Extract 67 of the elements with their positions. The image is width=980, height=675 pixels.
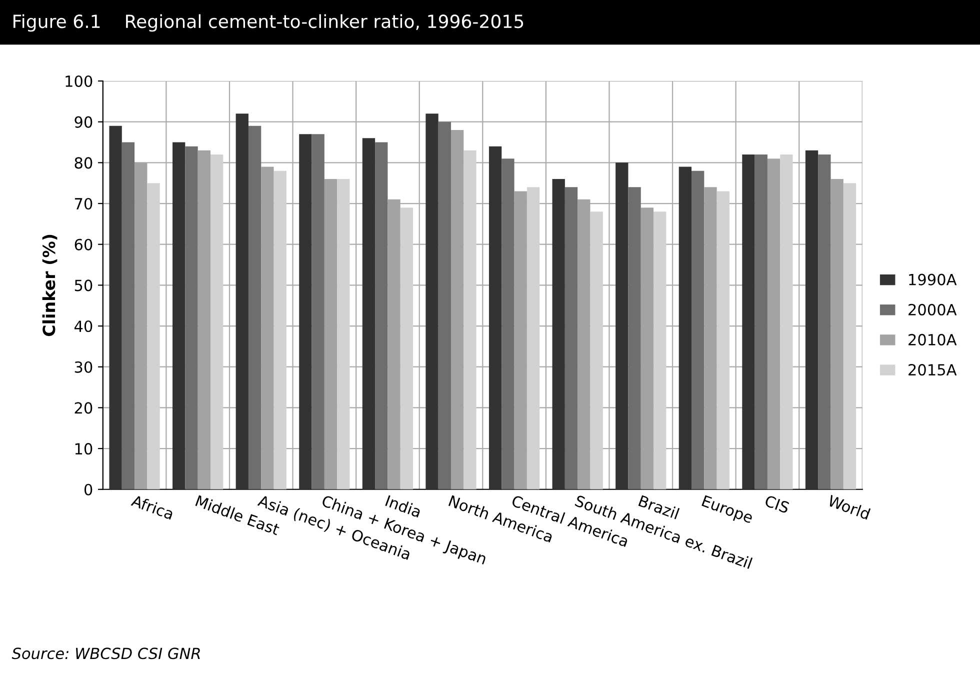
bar [324,179,338,490]
bar [805,150,818,490]
bar [261,166,274,490]
bar [274,170,286,490]
bar [488,146,502,490]
bar [818,154,831,490]
y-tick-label: 10 [75,443,92,455]
bar [502,158,514,490]
bar [552,179,565,490]
y-tick-label: 80 [74,157,92,169]
bar [337,179,350,490]
x-tick-label: CIS [764,494,790,514]
bar [514,191,527,490]
bar [780,154,793,490]
y-tick-label: 20 [74,402,92,414]
bar [172,142,186,490]
bar [742,154,755,490]
source-note: Source: WBCSD CSI GNR [12,648,200,660]
bar [678,166,692,490]
bar [754,154,768,490]
x-tick-label: World [827,494,871,520]
bar [375,142,388,490]
bar [147,183,160,490]
bar [640,208,654,490]
legend-label: 2010A [908,334,957,346]
bar [590,212,603,490]
bar [843,183,856,490]
bar [236,114,248,490]
bar [299,134,312,490]
bar [464,150,476,490]
bar [692,170,704,490]
bar [654,212,666,490]
y-tick-label: 70 [74,198,92,210]
y-axis-title: Clinker (%) [42,234,58,336]
bar [616,162,628,490]
y-tick-label: 40 [74,320,92,332]
bar [830,179,844,490]
bar [526,187,540,490]
legend-label: 1990A [909,274,957,286]
bar [312,134,324,490]
y-tick-label: 100 [66,75,92,88]
bar [438,122,452,490]
bar [122,142,135,490]
bar [210,154,224,490]
y-tick-label: 60 [74,238,92,250]
bar [109,126,122,490]
legend-label: 2015A [908,364,957,376]
bar [767,158,780,490]
y-tick-label: 30 [74,361,92,373]
bar [185,146,198,490]
bar [564,187,578,490]
chart-title: Figure 6.1 Regional cement-to-clinker ratio, 1996-2015 [14,14,524,32]
y-tick-label: 90 [74,116,92,128]
bar [628,187,641,490]
bar [198,150,210,490]
x-tick-label: India [385,494,422,518]
bar [451,130,464,490]
legend-label: 2000A [908,304,957,316]
bar [426,114,438,490]
x-tick-label: Africa [130,494,174,520]
y-tick-label: 50 [74,280,92,292]
bar [248,126,262,490]
bar [704,187,717,490]
bar [362,138,376,490]
y-tick-label: 0 [84,484,92,496]
bar [716,191,730,490]
bar [400,208,414,490]
